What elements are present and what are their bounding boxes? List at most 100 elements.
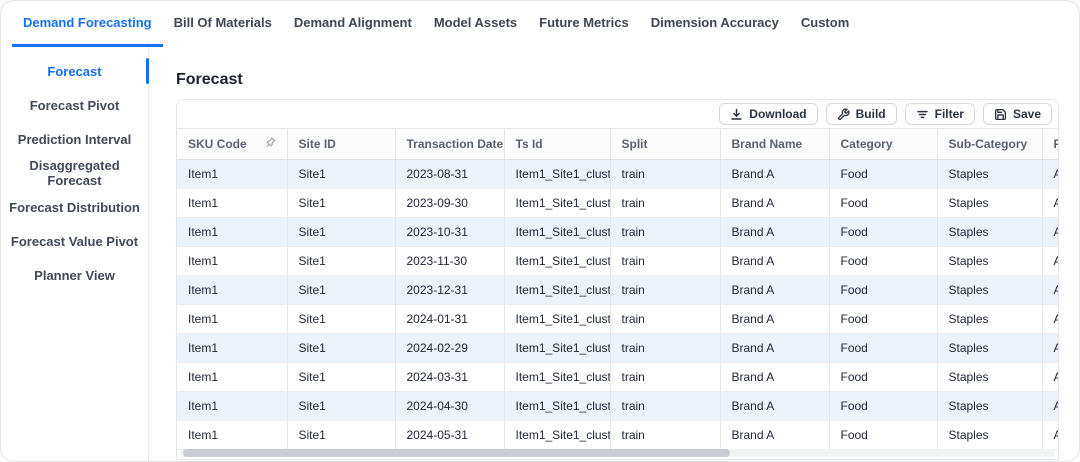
table-row[interactable]: Item1Site12023-09-30Item1_Site1_clusterA… (177, 188, 1058, 218)
table-cell[interactable]: All (1042, 217, 1058, 247)
column-header-sub-category[interactable]: Sub-Category (937, 129, 1043, 160)
table-cell[interactable]: Item1_Site1_clusterAY (504, 391, 611, 421)
table-cell[interactable]: train (610, 275, 721, 305)
table-cell[interactable]: Staples (937, 188, 1043, 218)
table-cell[interactable]: Site1 (287, 391, 396, 421)
sidebar-item-forecast-pivot[interactable]: Forecast Pivot (29, 97, 120, 113)
table-cell[interactable]: Staples (937, 420, 1043, 450)
table-cell[interactable]: Item1 (177, 304, 288, 334)
table-cell[interactable]: All (1042, 188, 1058, 218)
table-cell[interactable]: Item1 (177, 333, 288, 363)
tab-dimension-accuracy[interactable]: Dimension Accuracy (650, 15, 779, 30)
table-cell[interactable]: Food (829, 159, 938, 189)
column-header-transaction-date[interactable]: Transaction Date (395, 129, 505, 160)
column-header-site-id[interactable]: Site ID (287, 129, 396, 160)
table-cell[interactable]: Brand A (720, 275, 830, 305)
table-cell[interactable]: Item1_Site1_clusterAY (504, 362, 611, 392)
table-cell[interactable]: Item1_Site1_clusterAY (504, 333, 611, 363)
table-cell[interactable]: train (610, 304, 721, 334)
table-cell[interactable]: train (610, 362, 721, 392)
table-cell[interactable]: Staples (937, 246, 1043, 276)
table-row[interactable]: Item1Site12024-03-31Item1_Site1_clusterA… (177, 362, 1058, 392)
table-cell[interactable]: train (610, 333, 721, 363)
column-header-category[interactable]: Category (829, 129, 938, 160)
table-cell[interactable]: Item1 (177, 246, 288, 276)
table-cell[interactable]: Staples (937, 159, 1043, 189)
table-cell[interactable]: train (610, 217, 721, 247)
column-header-split[interactable]: Split (610, 129, 721, 160)
horizontal-scrollbar-track[interactable] (180, 449, 1055, 457)
table-cell[interactable]: 2023-08-31 (395, 159, 505, 189)
table-cell[interactable]: Food (829, 362, 938, 392)
sidebar-item-forecast[interactable]: Forecast (1, 54, 149, 88)
table-row[interactable]: Item1Site12023-11-30Item1_Site1_clusterA… (177, 246, 1058, 276)
save-button[interactable]: Save (982, 103, 1052, 125)
table-row[interactable]: Item1Site12024-04-30Item1_Site1_clusterA… (177, 391, 1058, 421)
table-cell[interactable]: 2024-02-29 (395, 333, 505, 363)
table-cell[interactable]: Staples (937, 275, 1043, 305)
download-button[interactable]: Download (719, 103, 818, 125)
table-cell[interactable]: Site1 (287, 188, 396, 218)
table-cell[interactable]: Item1 (177, 420, 288, 450)
table-cell[interactable]: Food (829, 333, 938, 363)
horizontal-scrollbar-thumb[interactable] (183, 449, 730, 457)
table-cell[interactable]: Site1 (287, 362, 396, 392)
table-cell[interactable]: Item1_Site1_clusterAY (504, 217, 611, 247)
table-row[interactable]: Item1Site12024-01-31Item1_Site1_clusterA… (177, 304, 1058, 334)
column-header-sku-code[interactable]: SKU Code (177, 129, 288, 160)
tab-demand-alignment[interactable]: Demand Alignment (293, 15, 412, 30)
table-cell[interactable]: Staples (937, 333, 1043, 363)
filter-button[interactable]: Filter (904, 103, 975, 125)
tab-demand-forecasting[interactable]: Demand Forecasting (12, 1, 163, 47)
table-cell[interactable]: Brand A (720, 159, 830, 189)
table-cell[interactable]: train (610, 159, 721, 189)
table-cell[interactable]: 2023-12-31 (395, 275, 505, 305)
table-cell[interactable]: Staples (937, 217, 1043, 247)
sidebar-item-prediction-interval[interactable]: Prediction Interval (17, 131, 132, 147)
table-row[interactable]: Item1Site12023-12-31Item1_Site1_clusterA… (177, 275, 1058, 305)
table-cell[interactable]: Item1 (177, 188, 288, 218)
tab-model-assets[interactable]: Model Assets (433, 15, 518, 30)
build-button[interactable]: Build (825, 103, 897, 125)
sidebar-item-disaggregated-forecast[interactable]: Disaggregated Forecast (29, 158, 120, 188)
table-row[interactable]: Item1Site12024-02-29Item1_Site1_clusterA… (177, 333, 1058, 363)
table-cell[interactable]: All (1042, 362, 1058, 392)
table-cell[interactable]: Food (829, 188, 938, 218)
column-header-brand-name[interactable]: Brand Name (720, 129, 830, 160)
table-cell[interactable]: Food (829, 420, 938, 450)
tab-custom[interactable]: Custom (800, 15, 850, 30)
table-cell[interactable]: train (610, 246, 721, 276)
table-cell[interactable]: Brand A (720, 333, 830, 363)
table-cell[interactable]: Item1 (177, 159, 288, 189)
table-cell[interactable]: 2024-01-31 (395, 304, 505, 334)
table-cell[interactable]: Food (829, 217, 938, 247)
table-cell[interactable]: Brand A (720, 188, 830, 218)
table-cell[interactable]: Brand A (720, 391, 830, 421)
table-cell[interactable]: Brand A (720, 362, 830, 392)
table-row[interactable]: Item1Site12023-08-31Item1_Site1_clusterA… (177, 159, 1058, 189)
table-cell[interactable]: Item1_Site1_clusterAY (504, 304, 611, 334)
table-cell[interactable]: Site1 (287, 333, 396, 363)
table-cell[interactable]: Brand A (720, 246, 830, 276)
table-cell[interactable]: All (1042, 391, 1058, 421)
tab-bill-of-materials[interactable]: Bill Of Materials (173, 15, 272, 30)
table-cell[interactable]: train (610, 391, 721, 421)
table-cell[interactable]: All (1042, 275, 1058, 305)
table-cell[interactable]: 2024-05-31 (395, 420, 505, 450)
table-cell[interactable]: Brand A (720, 217, 830, 247)
table-cell[interactable]: All (1042, 333, 1058, 363)
table-cell[interactable]: Item1 (177, 391, 288, 421)
table-cell[interactable]: Item1_Site1_clusterAY (504, 420, 611, 450)
table-cell[interactable]: Site1 (287, 159, 396, 189)
table-cell[interactable]: 2023-11-30 (395, 246, 505, 276)
table-cell[interactable]: 2024-04-30 (395, 391, 505, 421)
sidebar-item-planner-view[interactable]: Planner View (34, 267, 115, 283)
sidebar-item-forecast-value-pivot[interactable]: Forecast Value Pivot (10, 233, 139, 249)
table-cell[interactable]: All (1042, 159, 1058, 189)
tab-future-metrics[interactable]: Future Metrics (539, 15, 629, 30)
table-cell[interactable]: All (1042, 304, 1058, 334)
table-cell[interactable]: Brand A (720, 304, 830, 334)
table-cell[interactable]: All (1042, 420, 1058, 450)
table-cell[interactable]: Item1 (177, 362, 288, 392)
table-cell[interactable]: All (1042, 246, 1058, 276)
